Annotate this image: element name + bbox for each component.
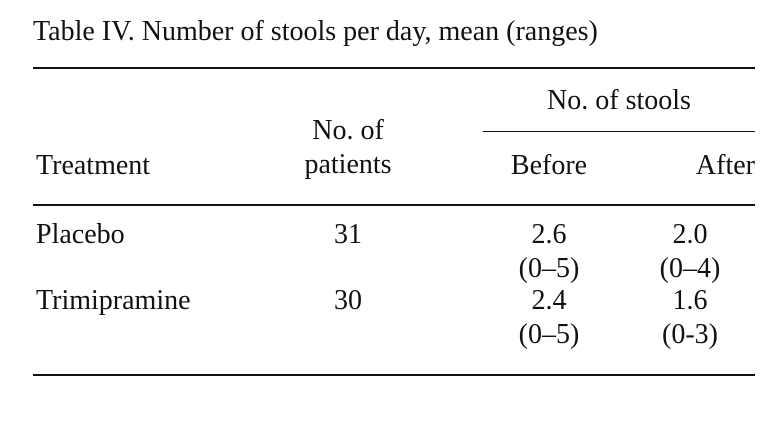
- row-trimipramine-treatment: Trimipramine: [36, 285, 191, 316]
- stools-group-rule: [483, 131, 755, 132]
- header-rule: [33, 204, 755, 206]
- header-treatment: Treatment: [36, 150, 151, 181]
- header-patients: No. of patients: [288, 114, 408, 182]
- header-before: Before: [510, 150, 588, 181]
- top-rule: [33, 67, 755, 69]
- header-patients-line2: patients: [304, 149, 392, 180]
- row-trimipramine-before-range: (0–5): [518, 319, 580, 350]
- table-caption: Table IV. Number of stools per day, mean…: [33, 16, 598, 47]
- stools-group-header: No. of stools: [547, 85, 691, 116]
- row-trimipramine-after-range: (0-3): [662, 319, 718, 350]
- row-trimipramine-patients: 30: [334, 285, 362, 316]
- row-trimipramine-after-mean: 1.6: [672, 285, 708, 316]
- bottom-rule: [33, 374, 755, 376]
- row-placebo-treatment: Placebo: [36, 219, 125, 250]
- row-trimipramine-before-mean: 2.4: [531, 285, 567, 316]
- row-placebo-before-mean: 2.6: [531, 219, 567, 250]
- header-patients-line1: No. of: [312, 115, 384, 146]
- row-placebo-after-mean: 2.0: [672, 219, 708, 250]
- row-placebo-patients: 31: [334, 219, 362, 250]
- header-after: After: [695, 150, 755, 181]
- row-placebo-after-range: (0–4): [659, 253, 721, 284]
- row-placebo-before-range: (0–5): [518, 253, 580, 284]
